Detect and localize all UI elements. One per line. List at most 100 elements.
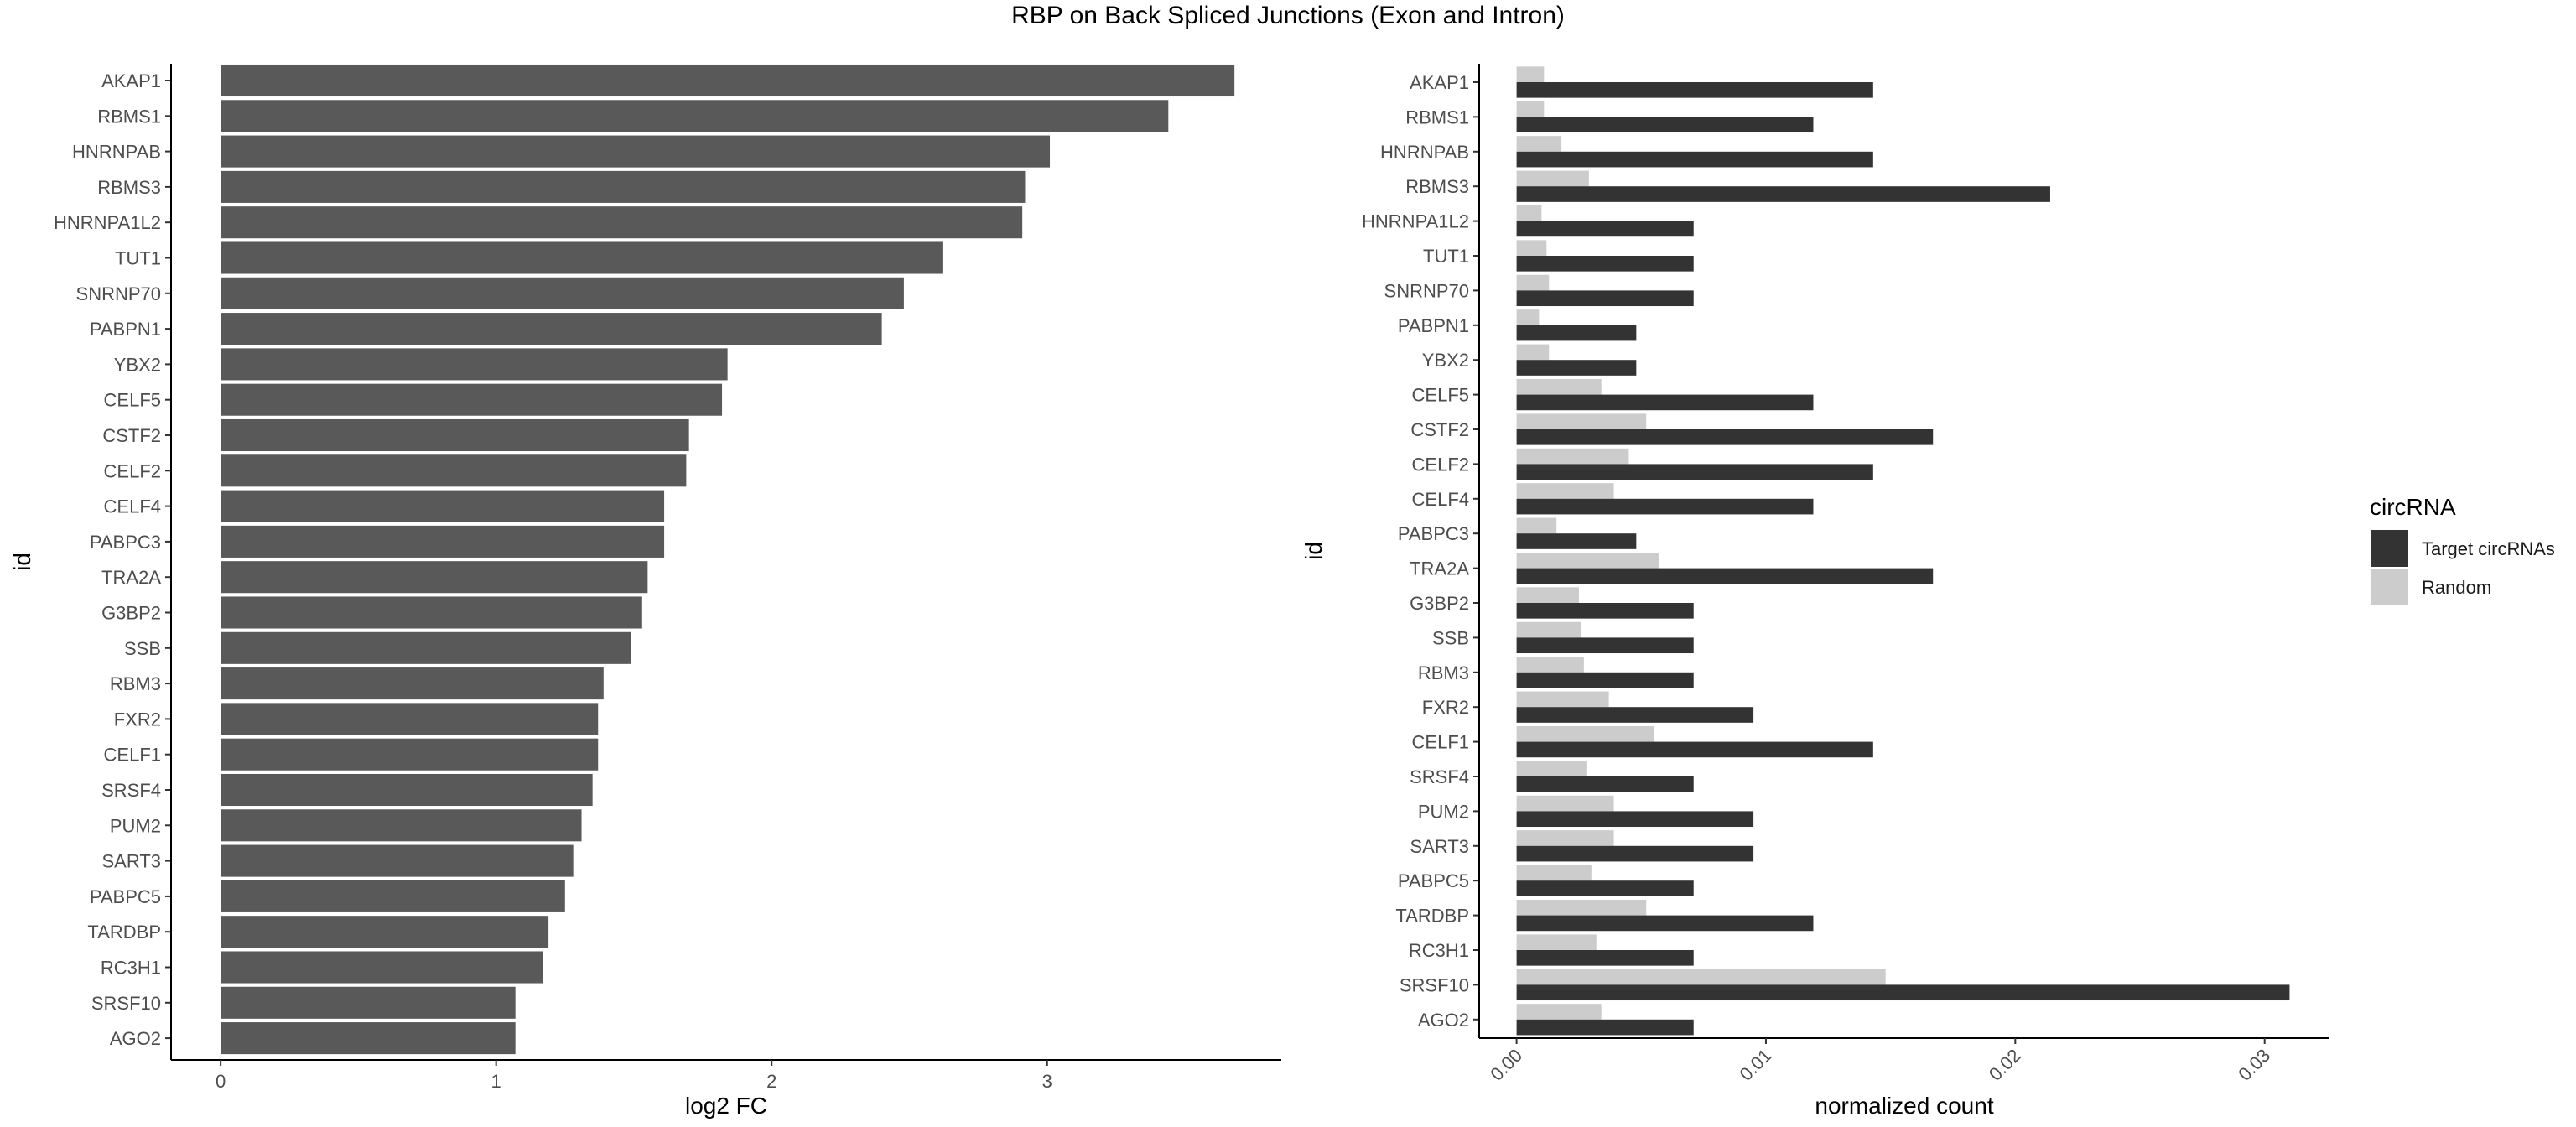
x-tick-label-0: 0 bbox=[216, 1071, 226, 1092]
bar-ssb bbox=[221, 631, 631, 664]
y-tick-label-rc3h1: RC3H1 bbox=[101, 958, 161, 979]
y-tick-label-ago2: AGO2 bbox=[110, 1028, 161, 1049]
bar-hnrnpab bbox=[221, 135, 1051, 168]
y-tick-label-tra2a: TRA2A bbox=[1410, 558, 1469, 579]
bar-rbms3 bbox=[221, 170, 1026, 203]
legend-title: circRNA bbox=[2370, 494, 2456, 520]
y-tick-label-g3bp2: G3BP2 bbox=[101, 603, 161, 624]
figure-title: RBP on Back Spliced Junctions (Exon and … bbox=[1011, 2, 1565, 29]
y-tick-label-ybx2: YBX2 bbox=[114, 354, 161, 375]
bar-celf4 bbox=[221, 490, 665, 522]
y-tick-label-pum2: PUM2 bbox=[1418, 801, 1469, 822]
bar-random-sart3 bbox=[1516, 830, 1614, 846]
y-axis-title: id bbox=[1301, 542, 1327, 560]
y-tick-label-ssb: SSB bbox=[124, 638, 161, 659]
bar-g3bp2 bbox=[221, 596, 642, 629]
bar-random-pabpc3 bbox=[1516, 517, 1557, 534]
bar-random-hnrnpab bbox=[1516, 136, 1562, 152]
bar-tut1 bbox=[221, 242, 943, 274]
bar-target-celf2 bbox=[1516, 464, 1873, 480]
bar-random-rbm3 bbox=[1516, 657, 1584, 673]
legend: circRNA Target circRNAs Random bbox=[2370, 494, 2555, 605]
bar-target-celf5 bbox=[1516, 394, 1814, 411]
bar-random-srsf4 bbox=[1516, 761, 1587, 776]
bar-rc3h1 bbox=[221, 951, 543, 984]
y-tick-label-pabpc5: PABPC5 bbox=[90, 886, 161, 907]
y-tick-label-rbm3: RBM3 bbox=[1418, 662, 1469, 683]
y-tick-label-tra2a: TRA2A bbox=[101, 567, 161, 588]
bar-rbms1 bbox=[221, 100, 1169, 132]
bar-target-pabpc3 bbox=[1516, 533, 1637, 549]
bar-target-celf1 bbox=[1516, 741, 1873, 758]
bar-target-pabpn1 bbox=[1516, 325, 1637, 341]
x-tick-label-0-03: 0.03 bbox=[2234, 1045, 2274, 1085]
x-tick-label-0-00: 0.00 bbox=[1486, 1045, 1526, 1085]
bar-target-pabpc5 bbox=[1516, 880, 1694, 896]
y-tick-label-tardbp: TARDBP bbox=[87, 922, 161, 943]
x-tick-label-3: 3 bbox=[1042, 1071, 1052, 1092]
y-tick-label-fxr2: FXR2 bbox=[114, 709, 161, 730]
legend-swatch-target-circrnas bbox=[2371, 530, 2408, 567]
y-tick-label-g3bp2: G3BP2 bbox=[1410, 593, 1469, 614]
bar-random-celf2 bbox=[1516, 448, 1629, 465]
y-tick-label-hnrnpa1l2: HNRNPA1L2 bbox=[54, 212, 161, 233]
bar-target-cstf2 bbox=[1516, 429, 1934, 445]
bar-pabpc5 bbox=[221, 880, 565, 912]
y-tick-label-cstf2: CSTF2 bbox=[1410, 419, 1469, 440]
bar-celf2 bbox=[221, 454, 687, 487]
bar-target-rbm3 bbox=[1516, 672, 1694, 688]
bar-random-pum2 bbox=[1516, 795, 1614, 812]
y-tick-label-hnrnpa1l2: HNRNPA1L2 bbox=[1362, 211, 1469, 232]
y-tick-label-srsf10: SRSF10 bbox=[1400, 974, 1469, 995]
bar-random-tardbp bbox=[1516, 899, 1647, 916]
bar-pum2 bbox=[221, 809, 582, 842]
x-tick-label-1: 1 bbox=[491, 1071, 501, 1092]
y-tick-label-pabpn1: PABPN1 bbox=[1398, 315, 1469, 336]
y-tick-label-celf1: CELF1 bbox=[1412, 732, 1469, 753]
log2fc-bar-panel: AKAP1 RBMS1 HNRNPAB RBMS3 HNRNPA1L2 TUT1 SNRNP… bbox=[9, 64, 1281, 1119]
bar-random-akap1 bbox=[1516, 66, 1545, 82]
y-tick-label-celf5: CELF5 bbox=[1412, 385, 1469, 406]
bar-target-g3bp2 bbox=[1516, 603, 1694, 619]
normalized-count-panel: AKAP1 RBMS1 HNRNPAB RBMS3 HNRNPA1L2 TUT1 SNRNP… bbox=[1301, 64, 2329, 1119]
bar-pabpc3 bbox=[221, 525, 665, 558]
y-axis-title: id bbox=[9, 553, 35, 571]
x-axis-title: normalized count bbox=[1815, 1093, 1993, 1119]
y-tick-label-fxr2: FXR2 bbox=[1422, 697, 1469, 718]
y-tick-label-cstf2: CSTF2 bbox=[102, 425, 161, 446]
legend-label-random: Random bbox=[2422, 577, 2491, 598]
y-tick-label-celf4: CELF4 bbox=[104, 496, 161, 517]
y-tick-label-rc3h1: RC3H1 bbox=[1409, 940, 1469, 961]
bar-pabpn1 bbox=[221, 313, 882, 345]
bar-target-srsf10 bbox=[1516, 984, 2290, 1001]
bar-target-rbms3 bbox=[1516, 186, 2050, 202]
y-tick-label-hnrnpab: HNRNPAB bbox=[72, 142, 161, 163]
bar-tardbp bbox=[221, 916, 549, 948]
y-tick-label-pabpc3: PABPC3 bbox=[90, 532, 161, 553]
bar-random-rbms3 bbox=[1516, 170, 1589, 187]
y-tick-label-celf4: CELF4 bbox=[1412, 489, 1469, 510]
y-tick-label-sart3: SART3 bbox=[101, 851, 161, 872]
bar-random-celf5 bbox=[1516, 378, 1602, 395]
y-tick-label-tut1: TUT1 bbox=[1423, 246, 1469, 267]
bar-fxr2 bbox=[221, 703, 599, 735]
bar-target-ago2 bbox=[1516, 1019, 1694, 1036]
bar-random-hnrnpa1l2 bbox=[1516, 205, 1542, 221]
bar-random-celf4 bbox=[1516, 483, 1614, 499]
y-tick-label-srsf10: SRSF10 bbox=[91, 993, 161, 1014]
bar-tra2a bbox=[221, 561, 648, 594]
legend-label-target-circrnas: Target circRNAs bbox=[2422, 538, 2555, 559]
y-tick-label-ybx2: YBX2 bbox=[1422, 350, 1469, 371]
bar-sart3 bbox=[221, 844, 574, 877]
bar-target-akap1 bbox=[1516, 82, 1873, 98]
x-axis-title: log2 FC bbox=[685, 1093, 767, 1119]
y-tick-label-rbms3: RBMS3 bbox=[97, 177, 161, 198]
bar-akap1 bbox=[221, 64, 1235, 97]
bar-random-ssb bbox=[1516, 621, 1581, 638]
bar-target-celf4 bbox=[1516, 498, 1814, 515]
x-tick-label-0-02: 0.02 bbox=[1985, 1045, 2025, 1085]
bar-random-fxr2 bbox=[1516, 691, 1609, 708]
bar-random-snrnp70 bbox=[1516, 274, 1550, 291]
y-tick-label-ago2: AGO2 bbox=[1418, 1010, 1469, 1031]
